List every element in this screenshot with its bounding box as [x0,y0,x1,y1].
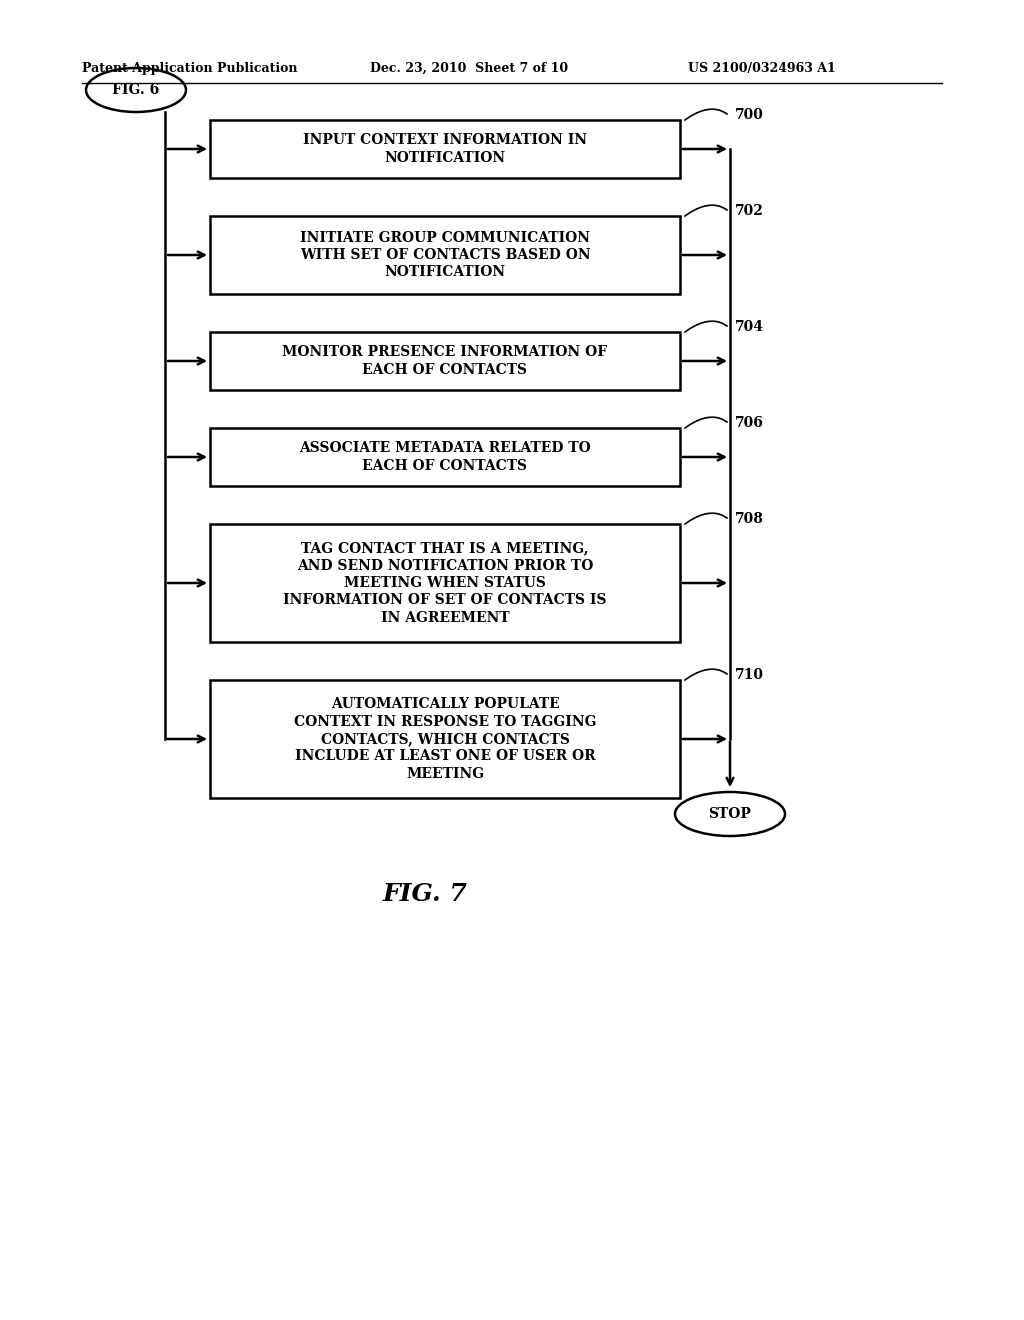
Text: US 2100/0324963 A1: US 2100/0324963 A1 [688,62,836,75]
FancyBboxPatch shape [210,428,680,486]
FancyBboxPatch shape [210,333,680,389]
FancyBboxPatch shape [210,216,680,294]
Text: 706: 706 [735,416,764,430]
Text: INPUT CONTEXT INFORMATION IN
NOTIFICATION: INPUT CONTEXT INFORMATION IN NOTIFICATIO… [303,133,587,165]
Text: AUTOMATICALLY POPULATE
CONTEXT IN RESPONSE TO TAGGING
CONTACTS, WHICH CONTACTS
I: AUTOMATICALLY POPULATE CONTEXT IN RESPON… [294,697,596,780]
Text: Dec. 23, 2010  Sheet 7 of 10: Dec. 23, 2010 Sheet 7 of 10 [370,62,568,75]
Text: 704: 704 [735,319,764,334]
Text: 710: 710 [735,668,764,682]
Text: 702: 702 [735,205,764,218]
Text: 708: 708 [735,512,764,525]
Text: FIG. 7: FIG. 7 [383,882,467,906]
FancyBboxPatch shape [210,680,680,799]
Text: TAG CONTACT THAT IS A MEETING,
AND SEND NOTIFICATION PRIOR TO
MEETING WHEN STATU: TAG CONTACT THAT IS A MEETING, AND SEND … [284,541,607,624]
Text: INITIATE GROUP COMMUNICATION
WITH SET OF CONTACTS BASED ON
NOTIFICATION: INITIATE GROUP COMMUNICATION WITH SET OF… [300,231,590,280]
Text: STOP: STOP [709,807,752,821]
FancyBboxPatch shape [210,120,680,178]
Text: FIG. 6: FIG. 6 [113,83,160,96]
FancyBboxPatch shape [210,524,680,642]
Text: ASSOCIATE METADATA RELATED TO
EACH OF CONTACTS: ASSOCIATE METADATA RELATED TO EACH OF CO… [299,441,591,473]
Text: MONITOR PRESENCE INFORMATION OF
EACH OF CONTACTS: MONITOR PRESENCE INFORMATION OF EACH OF … [283,346,607,376]
Text: Patent Application Publication: Patent Application Publication [82,62,298,75]
Text: 700: 700 [735,108,764,121]
